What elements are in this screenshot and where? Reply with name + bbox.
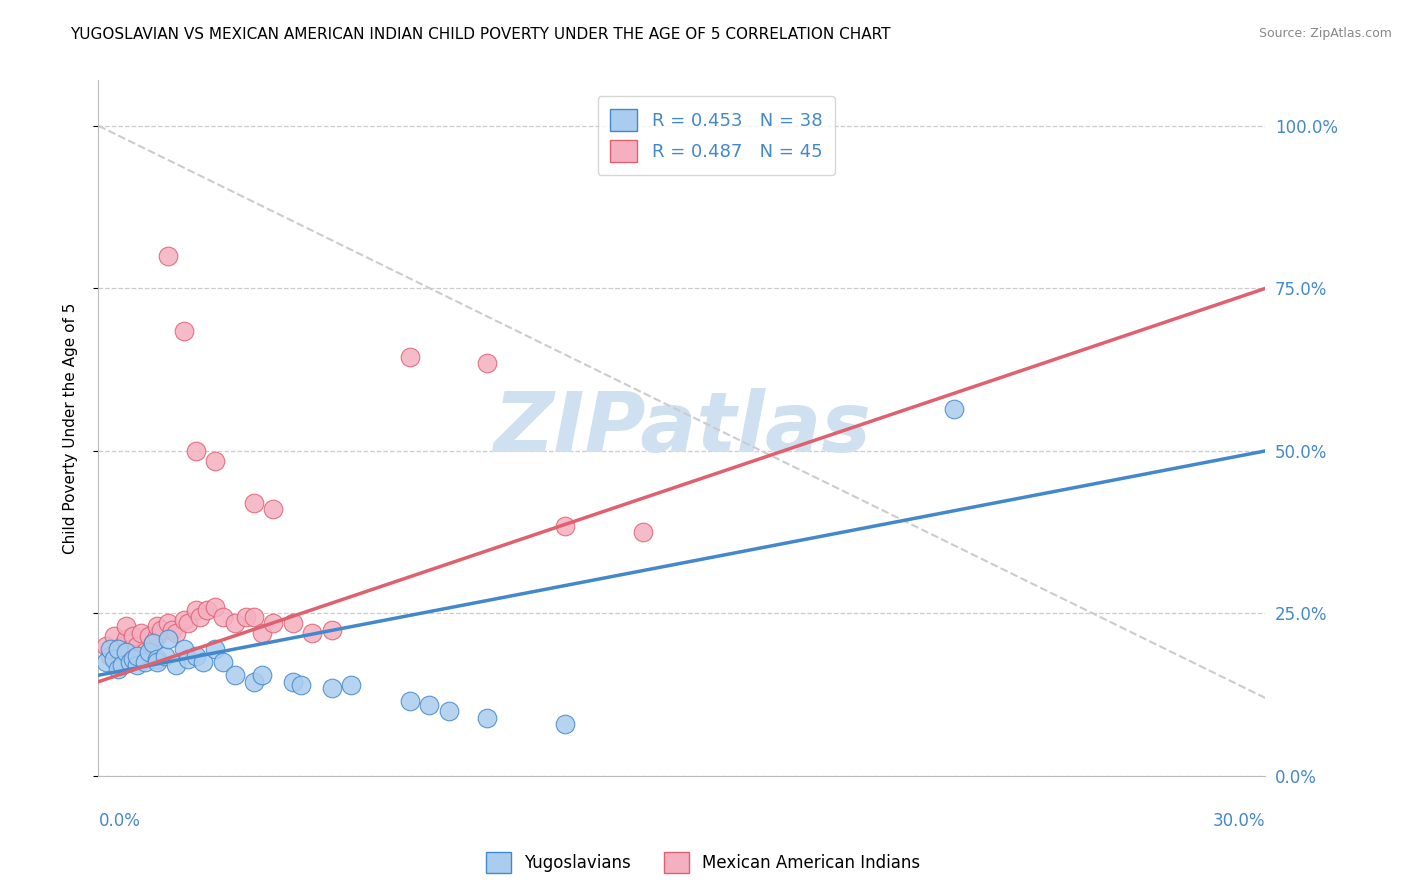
Point bbox=[149, 623, 172, 637]
Point bbox=[138, 645, 160, 659]
Legend: Yugoslavians, Mexican American Indians: Yugoslavians, Mexican American Indians bbox=[479, 846, 927, 880]
Point bbox=[243, 674, 266, 689]
Point bbox=[250, 626, 273, 640]
Point bbox=[146, 655, 169, 669]
Point bbox=[111, 658, 134, 673]
Point bbox=[554, 717, 576, 731]
Point bbox=[122, 629, 145, 643]
Point bbox=[184, 444, 207, 458]
Text: YUGOSLAVIAN VS MEXICAN AMERICAN INDIAN CHILD POVERTY UNDER THE AGE OF 5 CORRELAT: YUGOSLAVIAN VS MEXICAN AMERICAN INDIAN C… bbox=[70, 27, 891, 42]
Point bbox=[122, 652, 145, 666]
Point bbox=[165, 626, 187, 640]
Legend: R = 0.453   N = 38, R = 0.487   N = 45: R = 0.453 N = 38, R = 0.487 N = 45 bbox=[598, 96, 835, 175]
Point bbox=[114, 645, 136, 659]
Point bbox=[103, 629, 125, 643]
Point bbox=[96, 639, 118, 653]
Point bbox=[111, 639, 134, 653]
Point bbox=[301, 626, 323, 640]
Point bbox=[290, 678, 312, 692]
Point bbox=[281, 674, 304, 689]
Point bbox=[321, 681, 343, 696]
Point bbox=[127, 658, 149, 673]
Point bbox=[193, 655, 215, 669]
Point bbox=[437, 704, 460, 718]
Point bbox=[98, 642, 121, 657]
Point bbox=[173, 613, 195, 627]
Point bbox=[173, 642, 195, 657]
Point bbox=[224, 668, 246, 682]
Point bbox=[212, 609, 235, 624]
Point bbox=[127, 639, 149, 653]
Point bbox=[107, 642, 129, 657]
Point bbox=[212, 655, 235, 669]
Point bbox=[107, 642, 129, 657]
Point bbox=[204, 599, 226, 614]
Point bbox=[184, 603, 207, 617]
Y-axis label: Child Poverty Under the Age of 5: Child Poverty Under the Age of 5 bbox=[63, 302, 77, 554]
Point bbox=[134, 655, 156, 669]
Point bbox=[134, 645, 156, 659]
Point bbox=[162, 623, 184, 637]
Point bbox=[281, 616, 304, 631]
Point bbox=[554, 518, 576, 533]
Point bbox=[103, 652, 125, 666]
Point bbox=[262, 502, 284, 516]
Point bbox=[107, 662, 129, 676]
Point bbox=[98, 648, 121, 663]
Point bbox=[243, 496, 266, 510]
Point bbox=[250, 668, 273, 682]
Point bbox=[177, 652, 200, 666]
Text: ZIPatlas: ZIPatlas bbox=[494, 388, 870, 468]
Point bbox=[418, 698, 440, 712]
Point bbox=[477, 710, 499, 724]
Point bbox=[96, 655, 118, 669]
Point bbox=[157, 616, 180, 631]
Point bbox=[146, 619, 169, 633]
Point bbox=[224, 616, 246, 631]
Point bbox=[943, 401, 966, 416]
Point bbox=[184, 648, 207, 663]
Text: 0.0%: 0.0% bbox=[98, 812, 141, 830]
Point bbox=[195, 603, 218, 617]
Point bbox=[477, 356, 499, 370]
Point bbox=[398, 694, 420, 708]
Point bbox=[204, 642, 226, 657]
Point bbox=[142, 636, 165, 650]
Text: 30.0%: 30.0% bbox=[1213, 812, 1265, 830]
Point bbox=[118, 642, 141, 657]
Point bbox=[129, 626, 152, 640]
Point bbox=[157, 249, 180, 263]
Point bbox=[114, 632, 136, 647]
Point bbox=[153, 648, 176, 663]
Point bbox=[204, 453, 226, 467]
Point bbox=[146, 629, 169, 643]
Point bbox=[235, 609, 257, 624]
Point bbox=[114, 619, 136, 633]
Point bbox=[177, 616, 200, 631]
Point bbox=[188, 609, 211, 624]
Point bbox=[173, 324, 195, 338]
Text: Source: ZipAtlas.com: Source: ZipAtlas.com bbox=[1258, 27, 1392, 40]
Point bbox=[243, 609, 266, 624]
Point bbox=[165, 658, 187, 673]
Point bbox=[398, 350, 420, 364]
Point bbox=[127, 648, 149, 663]
Point bbox=[146, 652, 169, 666]
Point bbox=[157, 632, 180, 647]
Point bbox=[631, 525, 654, 540]
Point bbox=[138, 629, 160, 643]
Point bbox=[262, 616, 284, 631]
Point bbox=[142, 636, 165, 650]
Point bbox=[340, 678, 363, 692]
Point bbox=[321, 623, 343, 637]
Point bbox=[118, 655, 141, 669]
